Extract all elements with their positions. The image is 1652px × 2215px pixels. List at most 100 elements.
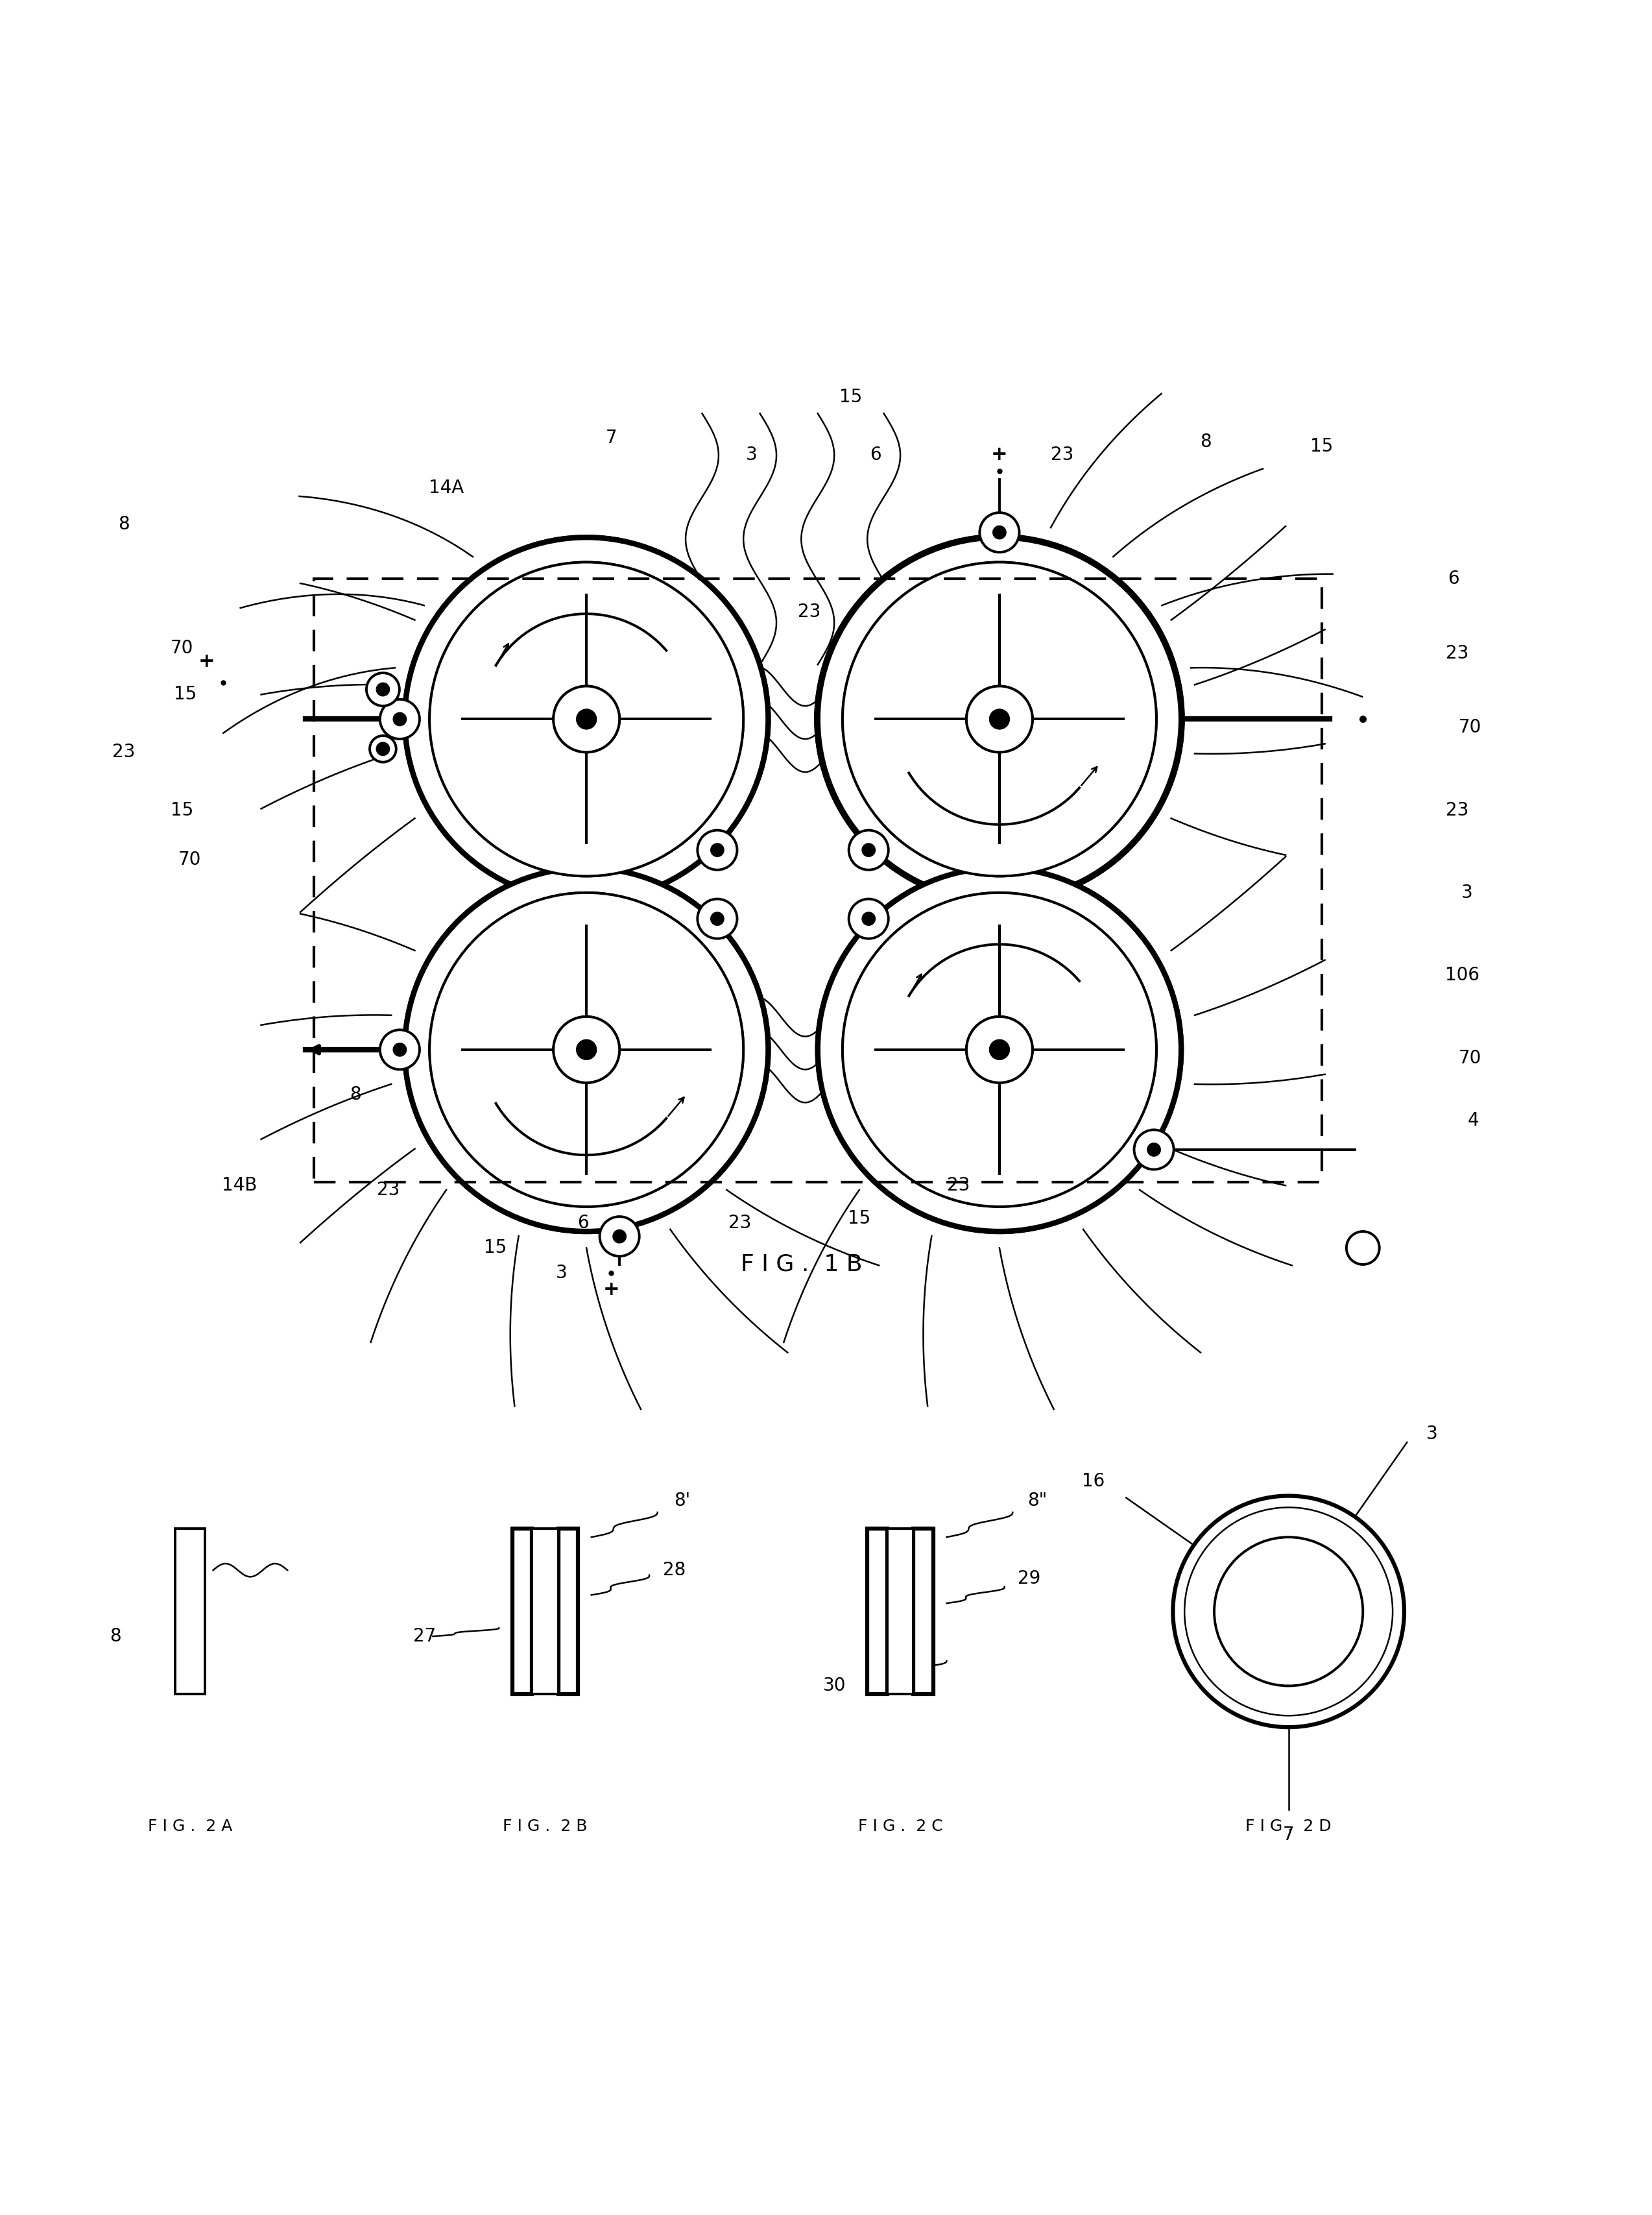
Text: 27: 27 — [413, 1628, 436, 1646]
Text: 8': 8' — [674, 1491, 691, 1511]
Text: +: + — [198, 651, 215, 671]
Text: 23: 23 — [1051, 445, 1074, 463]
Circle shape — [405, 868, 768, 1232]
Text: 6: 6 — [1449, 569, 1459, 587]
Text: 15: 15 — [170, 802, 193, 820]
Circle shape — [553, 1017, 620, 1083]
Text: 3: 3 — [1426, 1424, 1437, 1444]
Text: 3: 3 — [557, 1265, 567, 1282]
Text: F I G .  2 B: F I G . 2 B — [502, 1819, 588, 1834]
Text: F I G .  2 A: F I G . 2 A — [147, 1819, 233, 1834]
Circle shape — [553, 1017, 620, 1083]
Circle shape — [1346, 1232, 1379, 1265]
Text: 70: 70 — [170, 638, 193, 658]
Circle shape — [843, 893, 1156, 1207]
Circle shape — [966, 687, 1032, 753]
Text: 15: 15 — [1310, 436, 1333, 456]
Circle shape — [1214, 1537, 1363, 1686]
Text: 70: 70 — [1459, 1050, 1482, 1068]
Text: 106: 106 — [1446, 966, 1479, 983]
Text: 29: 29 — [1018, 1570, 1041, 1588]
Text: 3: 3 — [747, 445, 757, 463]
Circle shape — [430, 893, 743, 1207]
Circle shape — [818, 538, 1181, 902]
Circle shape — [818, 538, 1181, 902]
Circle shape — [553, 687, 620, 753]
Circle shape — [990, 1039, 1009, 1059]
Circle shape — [577, 1039, 596, 1059]
Circle shape — [1173, 1495, 1404, 1728]
Circle shape — [697, 899, 737, 939]
Circle shape — [577, 709, 596, 729]
Circle shape — [393, 1043, 406, 1057]
Text: 16: 16 — [1082, 1473, 1105, 1491]
Text: 7: 7 — [606, 430, 616, 447]
Circle shape — [380, 1030, 420, 1070]
Circle shape — [710, 913, 724, 926]
Circle shape — [843, 893, 1156, 1207]
Bar — [512, 1528, 532, 1694]
Circle shape — [818, 868, 1181, 1232]
Circle shape — [849, 899, 889, 939]
Bar — [914, 1528, 933, 1694]
Text: 14B: 14B — [221, 1176, 258, 1194]
Bar — [887, 1528, 914, 1694]
Circle shape — [377, 682, 390, 696]
Circle shape — [430, 563, 743, 877]
Circle shape — [818, 868, 1181, 1232]
Circle shape — [405, 868, 768, 1232]
Bar — [175, 1528, 205, 1694]
Text: 23: 23 — [1446, 645, 1469, 662]
Text: 8: 8 — [1201, 432, 1211, 450]
Circle shape — [577, 1039, 596, 1059]
Text: 23: 23 — [377, 1181, 400, 1198]
Bar — [314, 578, 1322, 1183]
Text: 6: 6 — [871, 445, 881, 463]
Text: 8: 8 — [119, 516, 129, 534]
Circle shape — [990, 709, 1009, 729]
Circle shape — [843, 563, 1156, 877]
Text: 70: 70 — [1459, 718, 1482, 738]
Circle shape — [843, 563, 1156, 877]
Circle shape — [990, 709, 1009, 729]
Text: 15: 15 — [847, 1209, 871, 1227]
Circle shape — [980, 512, 1019, 552]
Text: F I G .  2 D: F I G . 2 D — [1246, 1819, 1332, 1834]
Circle shape — [993, 525, 1006, 538]
Circle shape — [966, 687, 1032, 753]
Circle shape — [1133, 1130, 1173, 1170]
Text: 15: 15 — [839, 388, 862, 405]
Text: F I G .  2 C: F I G . 2 C — [857, 1819, 943, 1834]
Circle shape — [710, 844, 724, 857]
Text: 23: 23 — [729, 1214, 752, 1232]
Bar — [867, 1528, 887, 1694]
Circle shape — [862, 844, 876, 857]
Circle shape — [990, 1039, 1009, 1059]
Circle shape — [966, 1017, 1032, 1083]
Text: 8": 8" — [1028, 1491, 1047, 1511]
Text: 23: 23 — [1446, 802, 1469, 820]
Circle shape — [600, 1216, 639, 1256]
Circle shape — [862, 913, 876, 926]
Text: +: + — [603, 1280, 620, 1298]
Circle shape — [393, 713, 406, 727]
Text: 15: 15 — [173, 684, 197, 704]
Circle shape — [849, 831, 889, 870]
Text: 30: 30 — [823, 1677, 846, 1694]
Text: 14A: 14A — [428, 478, 464, 496]
Circle shape — [1146, 1143, 1161, 1156]
Circle shape — [553, 687, 620, 753]
Text: 6: 6 — [578, 1214, 588, 1232]
Text: 23: 23 — [112, 742, 135, 762]
Circle shape — [380, 700, 420, 740]
Text: 15: 15 — [484, 1238, 507, 1258]
Text: 23: 23 — [947, 1176, 970, 1194]
Circle shape — [405, 538, 768, 902]
Circle shape — [405, 538, 768, 902]
Text: +: + — [991, 445, 1008, 465]
Text: 8: 8 — [350, 1085, 360, 1103]
Circle shape — [430, 563, 743, 877]
Text: 7: 7 — [1284, 1825, 1294, 1843]
Circle shape — [430, 893, 743, 1207]
Text: 8: 8 — [111, 1628, 121, 1646]
